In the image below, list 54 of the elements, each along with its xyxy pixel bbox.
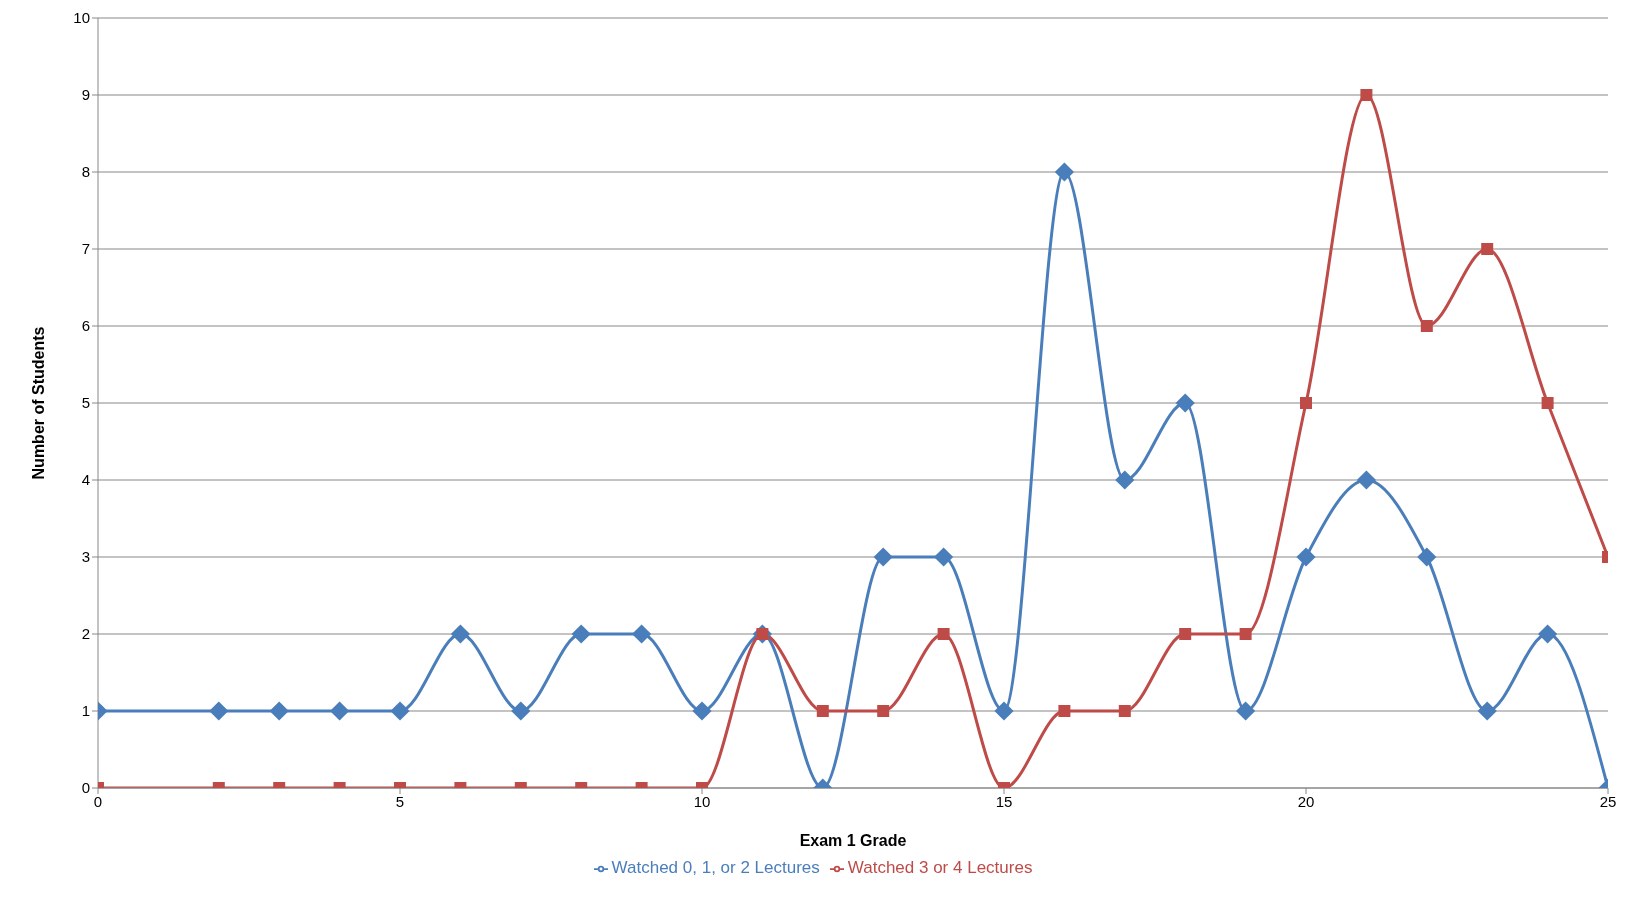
point xyxy=(632,624,652,644)
point xyxy=(511,701,531,721)
point xyxy=(209,701,229,721)
point xyxy=(571,624,591,644)
x-tick-label: 20 xyxy=(1297,792,1315,810)
point xyxy=(937,628,950,640)
x-tick-label: 10 xyxy=(693,792,711,810)
y-tick-label: 0 xyxy=(81,779,90,797)
point xyxy=(390,701,410,721)
x-tick-label: 0 xyxy=(93,792,103,810)
point xyxy=(1118,705,1131,717)
point xyxy=(1296,547,1316,567)
y-axis-title: Number of Students xyxy=(29,326,47,480)
point xyxy=(1360,89,1373,101)
point xyxy=(450,624,470,644)
x-tick-label: 15 xyxy=(995,792,1013,810)
point xyxy=(1481,243,1494,255)
y-tick-label: 4 xyxy=(81,471,90,489)
point xyxy=(1058,705,1071,717)
point xyxy=(1541,397,1554,409)
point xyxy=(1300,397,1312,409)
point xyxy=(816,705,829,717)
point xyxy=(1239,628,1252,640)
y-tick-label: 8 xyxy=(81,163,90,181)
y-tick-label: 5 xyxy=(81,394,90,412)
point xyxy=(269,701,289,721)
y-tick-label: 1 xyxy=(81,702,90,720)
point xyxy=(330,701,350,721)
point xyxy=(1477,701,1497,721)
y-tick-label: 6 xyxy=(81,317,90,335)
point xyxy=(877,705,890,717)
point xyxy=(994,701,1014,721)
point xyxy=(1115,470,1135,490)
y-tick-label: 2 xyxy=(81,625,90,643)
point xyxy=(1054,162,1074,182)
y-tick-label: 9 xyxy=(81,86,90,104)
x-tick-label: 25 xyxy=(1599,792,1617,810)
point xyxy=(692,701,712,721)
y-tick-label: 10 xyxy=(73,9,90,27)
y-tick-label: 7 xyxy=(81,240,90,258)
legend-label: Watched 3 or 4 Lectures xyxy=(847,858,1033,877)
point xyxy=(1356,470,1376,490)
y-tick-label: 3 xyxy=(81,548,90,566)
point xyxy=(1417,547,1437,567)
point xyxy=(934,547,954,567)
x-axis-title: Exam 1 Grade xyxy=(799,832,907,849)
x-tick-label: 5 xyxy=(395,792,405,810)
point xyxy=(1236,701,1256,721)
point xyxy=(1420,320,1433,332)
legend-label: Watched 0, 1, or 2 Lectures xyxy=(611,858,820,877)
point xyxy=(873,547,893,567)
point xyxy=(1538,624,1558,644)
point xyxy=(1175,393,1195,413)
point xyxy=(1179,628,1192,640)
